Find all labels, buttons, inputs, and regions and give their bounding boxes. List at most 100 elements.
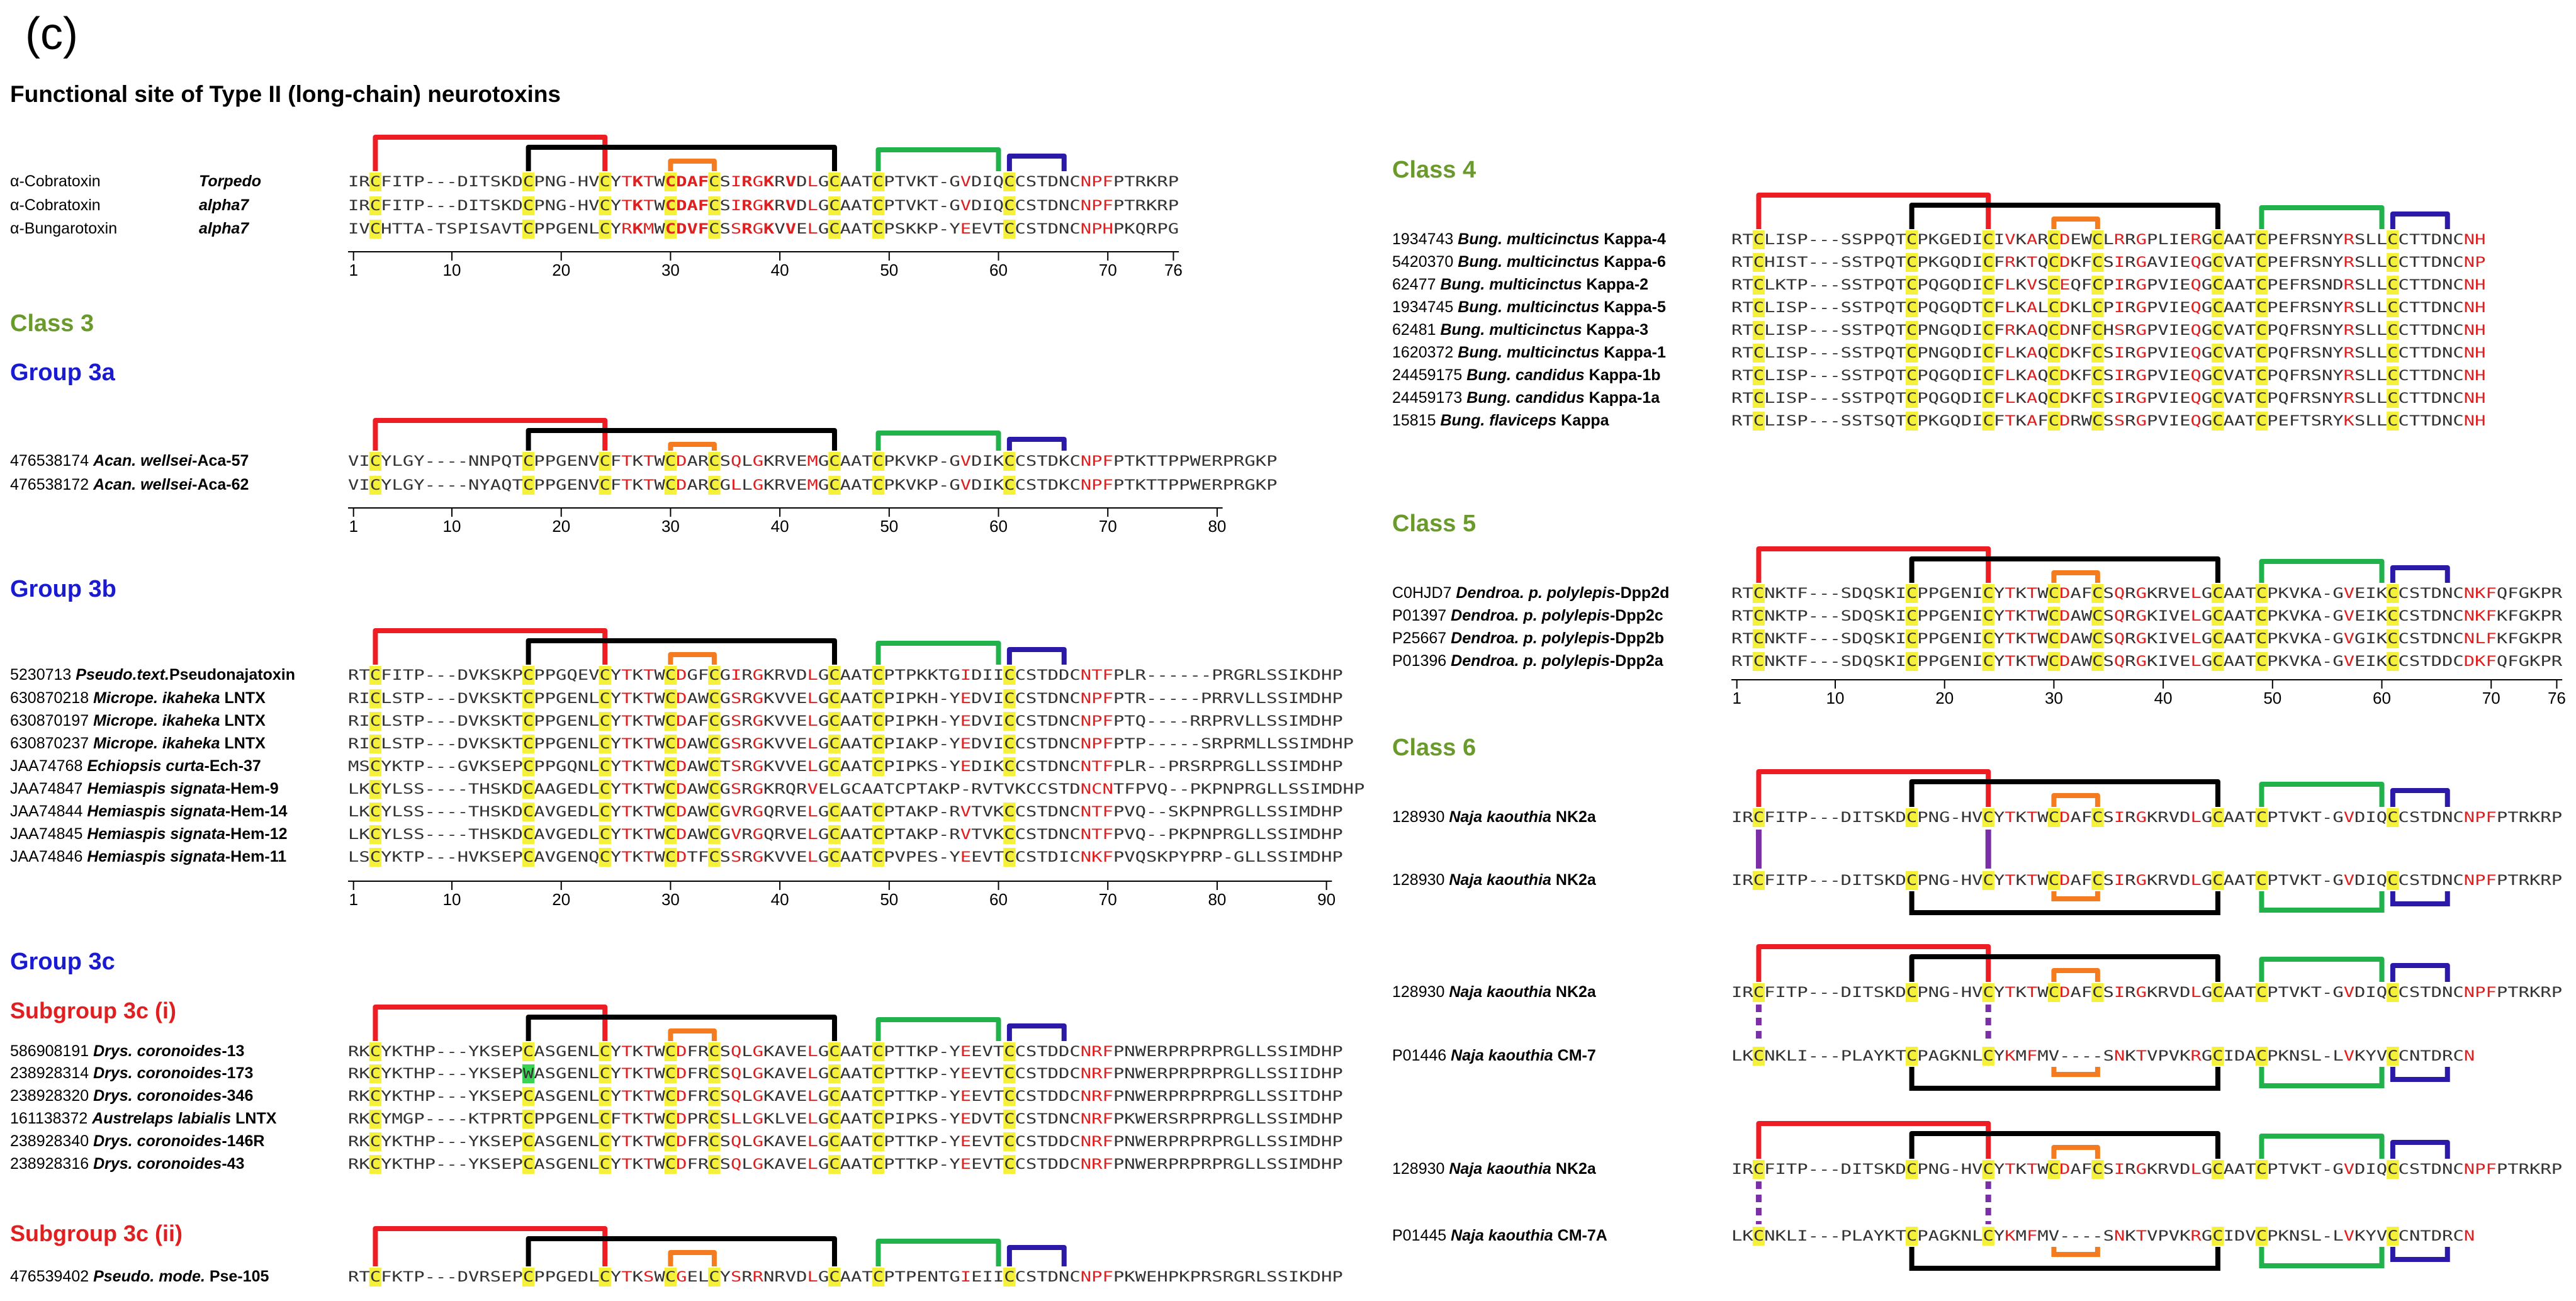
sequence-label: C0HJD7 Dendroa. p. polylepis-Dpp2d <box>1392 584 1669 602</box>
cysteine-highlight <box>828 476 841 495</box>
cysteine-highlight <box>2255 230 2268 249</box>
cysteine-highlight <box>1905 1047 1918 1066</box>
disulfide-bridge-1 <box>526 1236 837 1266</box>
cysteine-highlight <box>522 452 535 471</box>
cysteine-highlight <box>872 196 885 215</box>
class6-heading: Class 6 <box>1392 735 1476 761</box>
cysteine-highlight <box>369 803 382 821</box>
cysteine-highlight <box>2387 607 2399 626</box>
ruler-label: 40 <box>2154 689 2173 707</box>
cysteine-highlight <box>369 476 382 495</box>
cysteine-highlight <box>1752 652 1765 671</box>
sequence-row: 161138372 Austrelaps labialis LNTX R K C Y M G… <box>10 1110 1343 1129</box>
cysteine-highlight <box>2255 321 2268 340</box>
disulfide-bridge-1 <box>1909 556 2220 583</box>
cysteine-highlight <box>1982 366 1994 385</box>
sequence-row: 5420370 Bung. multicinctus Kappa-6 R T C H I S… <box>1392 253 2486 272</box>
sequence-label: 128930 Naja kaouthia NK2a <box>1392 1160 1597 1178</box>
cysteine-highlight <box>1752 983 1765 1002</box>
cysteine-highlight <box>872 1042 885 1061</box>
disulfide-bridge-4 <box>1006 1023 1067 1041</box>
cysteine-highlight <box>2091 389 2104 408</box>
ruler-label: 1 <box>349 890 357 909</box>
cysteine-highlight <box>1003 1268 1016 1287</box>
cysteine-highlight <box>872 1268 885 1287</box>
sequence-row: 238928340 Drys. coronoides-146R R K C Y K T H P -… <box>10 1132 1343 1151</box>
cysteine-highlight <box>1003 735 1016 753</box>
cysteine-highlight <box>828 1087 841 1106</box>
cysteine-highlight <box>1982 253 1994 272</box>
cysteine-highlight <box>1752 344 1765 363</box>
disulfide-bridge-bottom-4 <box>2390 1247 2450 1262</box>
class6-crosslinks <box>1755 769 2450 1271</box>
sequence-row: 62481 Bung. multicinctus Kappa-3 R T C L I S P -… <box>1392 321 2486 340</box>
cysteine-highlight <box>2091 366 2104 385</box>
sequence-row: JAA74847 Hemiaspis signata-Hem-9 L K C Y L S S -… <box>10 780 1364 799</box>
cysteine-highlight <box>522 1110 535 1129</box>
disulfide-bridge-0 <box>373 628 608 665</box>
block-group3a <box>373 418 1067 451</box>
sequence-row: 476539402 Pseudo. mode. Pse-105 R T C F K T P - -… <box>10 1268 1343 1287</box>
cysteine-highlight <box>369 712 382 731</box>
class4-heading: Class 4 <box>1392 157 1476 183</box>
cysteine-highlight <box>1905 629 1918 648</box>
sequence-label: 586908191 Drys. coronoides-13 <box>10 1042 244 1060</box>
ruler-label: 40 <box>771 261 789 279</box>
cysteine-highlight <box>522 689 535 708</box>
cysteine-highlight <box>828 689 841 708</box>
cysteine-highlight <box>1982 276 1994 295</box>
cysteine-highlight <box>599 780 611 799</box>
sequence-label: 476538174 Acan. wellsei-Aca-57 <box>10 452 249 470</box>
cysteine-highlight <box>522 1155 535 1174</box>
block-reference <box>373 135 1067 171</box>
cysteine-highlight <box>2255 584 2268 603</box>
block-group3b <box>373 628 1067 665</box>
sequence-row: 1934743 Bung. multicinctus Kappa-4 R T C L I S… <box>1392 230 2486 249</box>
cysteine-highlight <box>1905 983 1918 1002</box>
sequence-row: 15815 Bung. flaviceps Kappa R T C L I S P - - - S S T… <box>1392 412 2486 431</box>
cysteine-highlight <box>2387 983 2399 1002</box>
ruler-label: 1 <box>349 261 357 279</box>
ruler-label: 30 <box>2045 689 2063 707</box>
cysteine-highlight <box>522 757 535 776</box>
ruler-label: 60 <box>2373 689 2391 707</box>
cysteine-highlight <box>1905 808 1918 827</box>
ruler-label: 20 <box>1935 689 1954 707</box>
sequence-label: 1620372 Bung. multicinctus Kappa-1 <box>1392 344 1666 361</box>
cysteine-highlight <box>1905 276 1918 295</box>
cysteine-highlight <box>1752 366 1765 385</box>
cysteine-highlight <box>664 1064 677 1083</box>
cysteine-highlight <box>522 1087 535 1106</box>
cysteine-highlight <box>599 172 611 191</box>
cysteine-highlight <box>2212 321 2224 340</box>
cysteine-highlight <box>828 196 841 215</box>
cysteine-highlight <box>1982 808 1994 827</box>
cysteine-highlight <box>1752 584 1765 603</box>
block-class5 <box>1756 546 2450 583</box>
position-ruler: 1 10 20 30 40 50 60 70 80 90 <box>348 881 1336 909</box>
cysteine-highlight <box>1003 712 1016 731</box>
ruler-label: 20 <box>552 517 570 536</box>
cysteine-highlight <box>2091 1160 2104 1179</box>
cysteine-highlight <box>708 220 721 239</box>
disulfide-bridge-2 <box>668 1028 717 1041</box>
disulfide-bridge-2 <box>2051 968 2100 982</box>
cysteine-highlight <box>1752 412 1765 431</box>
cysteine-highlight <box>1982 389 1994 408</box>
figure-title: Functional site of Type II (long-chain) … <box>10 81 561 107</box>
cysteine-highlight <box>708 452 721 471</box>
disulfide-bridge-2 <box>668 442 717 451</box>
cysteine-highlight <box>2047 629 2061 648</box>
cysteine-highlight <box>369 1268 382 1287</box>
cysteine-highlight <box>1752 1160 1765 1179</box>
disulfide-bridge-4 <box>2390 1140 2450 1159</box>
